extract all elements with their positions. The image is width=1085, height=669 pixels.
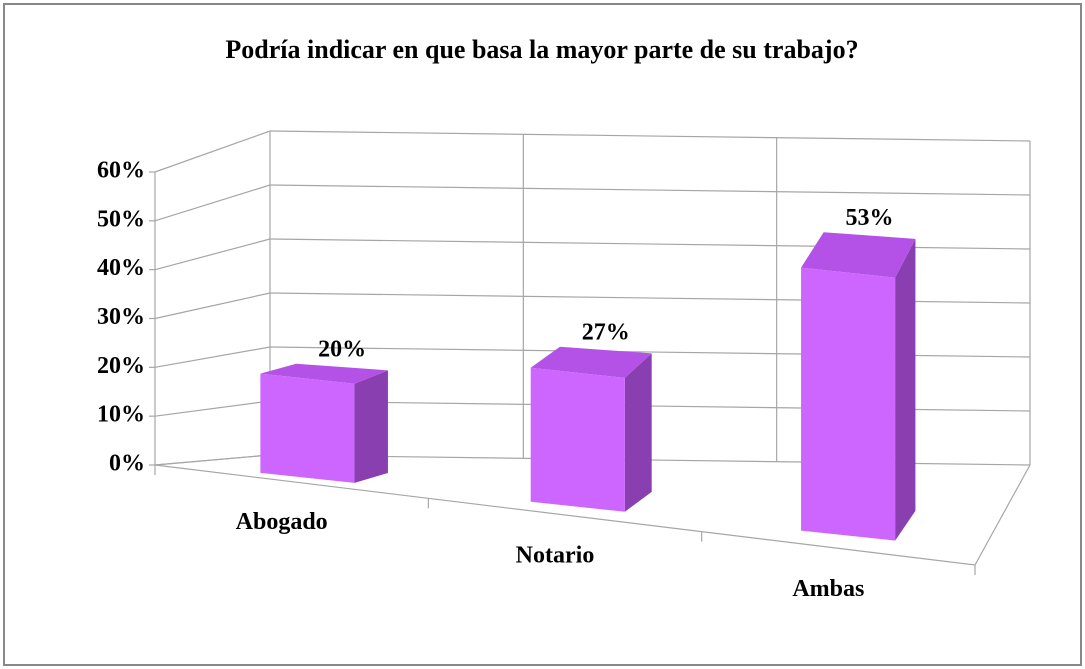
bar-front [530, 367, 625, 512]
grid-line [154, 292, 271, 320]
grid-line [154, 346, 271, 368]
y-tick-label: 30% [97, 304, 145, 330]
bar [260, 363, 388, 483]
chart-title: Podría indicar en que basa la mayor part… [225, 35, 858, 64]
grid-line [154, 400, 271, 417]
grid-line [154, 130, 271, 173]
grid-line [269, 130, 1031, 142]
bar-side [354, 370, 388, 483]
bar-front [260, 373, 355, 483]
bar-side [895, 238, 916, 541]
bar-top [530, 346, 652, 378]
data-label: 27% [582, 320, 630, 346]
data-label: 53% [846, 205, 894, 231]
y-tick-label: 60% [97, 158, 145, 184]
bar [530, 346, 652, 512]
y-tick-label: 40% [97, 255, 145, 281]
grid-line [154, 454, 271, 466]
x-tick-label: Notario [516, 543, 595, 569]
bar-top [801, 232, 916, 278]
y-tick-label: 10% [97, 402, 145, 428]
y-tick-label: 50% [97, 206, 145, 232]
data-label: 20% [318, 337, 366, 363]
y-tick-label: 20% [97, 353, 145, 379]
grid-line [269, 184, 1031, 196]
grid-line [154, 238, 271, 271]
y-tick-label: 0% [109, 451, 145, 477]
bar-top [260, 363, 388, 384]
bar-front [801, 267, 896, 541]
bar-side [624, 353, 652, 512]
grid-line [154, 184, 271, 222]
x-tick-label: Abogado [236, 509, 328, 535]
x-tick-label: Ambas [792, 576, 864, 602]
bar [801, 232, 916, 541]
